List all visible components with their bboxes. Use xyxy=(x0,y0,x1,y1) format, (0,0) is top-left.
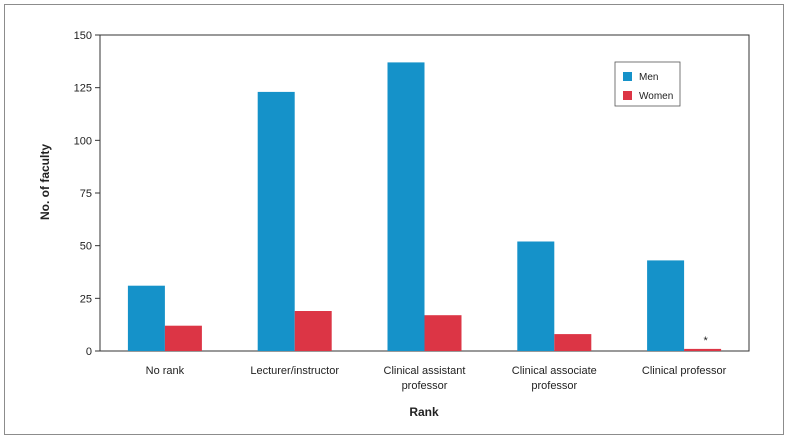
bar-men xyxy=(387,62,425,352)
legend-label: Men xyxy=(639,72,658,83)
x-category-line: Clinical professor xyxy=(642,365,727,377)
x-category-label: No rank xyxy=(146,365,185,377)
y-axis-title: No. of faculty xyxy=(38,144,52,220)
x-axis-title: Rank xyxy=(409,405,439,419)
y-tick-label: 100 xyxy=(74,135,92,147)
x-category-line: professor xyxy=(402,380,448,392)
x-category-line: Clinical assistant xyxy=(384,365,466,377)
x-category-label: Clinical assistant professor xyxy=(384,365,466,392)
bar-men xyxy=(127,285,165,351)
bar-women xyxy=(554,334,592,351)
bar-women xyxy=(424,315,462,351)
y-tick-label: 25 xyxy=(80,293,92,305)
legend-swatch xyxy=(623,72,632,81)
legend: Men Women xyxy=(614,61,681,107)
legend-swatch xyxy=(623,91,632,100)
bar-chart: 0 25 50 75 100 125 150 No rank Lecturer/instruc… xyxy=(38,30,750,419)
y-tick-label: 75 xyxy=(80,188,92,200)
legend-label: Women xyxy=(639,91,673,102)
y-tick-label: 0 xyxy=(86,346,92,358)
y-axis-ticks: 0 25 50 75 100 125 150 xyxy=(74,30,100,358)
x-category-label: Lecturer/instructor xyxy=(250,365,339,377)
chart-frame: 0 25 50 75 100 125 150 No rank Lecturer/instruc… xyxy=(4,4,784,435)
x-category-line: professor xyxy=(531,380,577,392)
legend-box xyxy=(614,61,681,107)
x-category-label: Clinical professor xyxy=(642,365,727,377)
x-category-line: Lecturer/instructor xyxy=(250,365,339,377)
bar-men xyxy=(647,260,685,351)
y-tick-label: 150 xyxy=(74,30,92,42)
x-category-line: No rank xyxy=(146,365,185,377)
annotation-label: * xyxy=(703,335,708,347)
bar-women xyxy=(164,325,202,351)
bar-women xyxy=(294,311,332,351)
bars xyxy=(127,62,722,352)
annotations: * xyxy=(703,335,708,347)
bar-men xyxy=(257,91,295,352)
y-tick-label: 50 xyxy=(80,241,92,253)
bar-women xyxy=(684,348,722,351)
x-axis-categories: No rank Lecturer/instructor Clinical assis… xyxy=(146,365,727,392)
y-tick-label: 125 xyxy=(74,83,92,95)
x-category-line: Clinical associate xyxy=(512,365,597,377)
bar-men xyxy=(517,241,555,351)
x-category-label: Clinical associate professor xyxy=(512,365,597,392)
